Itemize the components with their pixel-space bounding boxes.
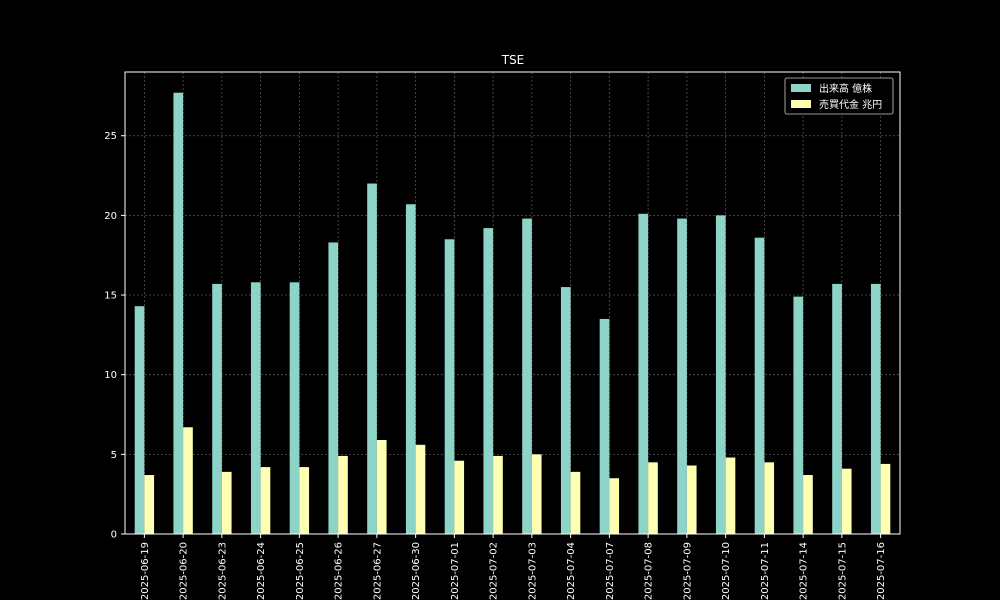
x-tick-label: 2025-06-25 bbox=[295, 542, 306, 600]
bar-volume bbox=[212, 283, 222, 534]
x-tick-label: 2025-07-10 bbox=[721, 542, 732, 600]
bar-volume bbox=[638, 213, 649, 535]
bar-value bbox=[376, 440, 387, 534]
chart-title: TSE bbox=[501, 53, 525, 67]
x-tick-label: 2025-06-27 bbox=[372, 542, 383, 600]
bar-value bbox=[880, 463, 891, 534]
legend-entry-label: 出来高 億株 bbox=[819, 82, 872, 95]
bars bbox=[134, 92, 891, 535]
bar-volume bbox=[134, 306, 145, 534]
x-tick-label: 2025-06-24 bbox=[256, 542, 267, 600]
legend-box bbox=[784, 77, 894, 115]
x-tick-label: 2025-06-23 bbox=[217, 542, 228, 600]
x-tick-label: 2025-07-15 bbox=[837, 542, 848, 600]
x-tick-label: 2025-07-11 bbox=[760, 542, 771, 600]
x-tick-label: 2025-07-01 bbox=[450, 542, 461, 600]
bar-value bbox=[221, 471, 232, 534]
legend-swatch bbox=[791, 84, 811, 92]
bar-volume bbox=[483, 228, 494, 534]
bar-volume bbox=[599, 318, 610, 534]
legend-entry-label: 売買代金 兆円 bbox=[819, 98, 882, 111]
plot-area-frame bbox=[124, 71, 901, 535]
bar-volume bbox=[870, 283, 881, 534]
grid-lines bbox=[125, 72, 900, 535]
bar-value bbox=[609, 478, 620, 534]
bar-value bbox=[454, 460, 465, 534]
bar-volume bbox=[367, 183, 377, 534]
x-axis: 2025-06-19 2025-06-20 2025-06-23 2025-06-24… bbox=[140, 534, 887, 600]
y-tick-label: 15 bbox=[104, 291, 117, 302]
y-axis: 0 5 10 15 20 25 bbox=[104, 131, 125, 541]
bar-volume bbox=[754, 237, 765, 535]
x-tick-label: 2025-07-03 bbox=[527, 542, 538, 600]
x-tick-label: 2025-07-09 bbox=[682, 542, 693, 600]
bar-volume bbox=[677, 218, 687, 534]
bar-value bbox=[764, 462, 775, 534]
bar-value bbox=[841, 468, 852, 534]
x-tick-label: 2025-06-26 bbox=[334, 542, 345, 600]
y-tick-label: 5 bbox=[111, 450, 117, 461]
bar-volume bbox=[522, 218, 532, 534]
bar-volume bbox=[444, 239, 455, 534]
y-tick-label: 20 bbox=[104, 211, 117, 222]
x-tick-label: 2025-07-08 bbox=[644, 542, 655, 600]
bar-value bbox=[725, 457, 736, 534]
x-tick-label: 2025-06-19 bbox=[140, 542, 151, 600]
x-tick-label: 2025-07-16 bbox=[876, 542, 887, 600]
x-tick-label: 2025-07-02 bbox=[489, 542, 500, 600]
bar-value bbox=[493, 455, 503, 534]
x-tick-label: 2025-06-30 bbox=[411, 542, 422, 600]
bar-value bbox=[183, 427, 193, 534]
y-tick-label: 10 bbox=[104, 370, 117, 381]
x-tick-label: 2025-07-14 bbox=[799, 542, 810, 600]
bar-value bbox=[144, 475, 155, 534]
bar-value bbox=[260, 467, 271, 534]
bar-value bbox=[299, 467, 310, 534]
bar-volume bbox=[793, 296, 804, 534]
bar-volume bbox=[715, 215, 726, 534]
x-tick-label: 2025-06-20 bbox=[179, 542, 190, 600]
bar-volume bbox=[832, 283, 842, 534]
y-tick-label: 0 bbox=[111, 530, 117, 541]
bar-value bbox=[570, 471, 581, 534]
bar-value bbox=[648, 462, 658, 534]
bar-value bbox=[338, 455, 348, 534]
legend-swatch bbox=[791, 100, 811, 108]
bar-value bbox=[803, 475, 813, 534]
bar-value bbox=[415, 444, 426, 534]
bar-volume bbox=[173, 92, 184, 535]
bar-volume bbox=[560, 287, 571, 534]
bar-volume bbox=[405, 204, 416, 534]
x-tick-label: 2025-07-04 bbox=[566, 542, 577, 600]
y-tick-label: 25 bbox=[104, 131, 117, 142]
bar-volume bbox=[250, 282, 261, 534]
bar-volume bbox=[328, 242, 339, 534]
x-tick-label: 2025-07-07 bbox=[605, 542, 616, 600]
bar-value bbox=[531, 454, 542, 534]
bar-value bbox=[686, 465, 697, 534]
bar-volume bbox=[289, 282, 300, 534]
